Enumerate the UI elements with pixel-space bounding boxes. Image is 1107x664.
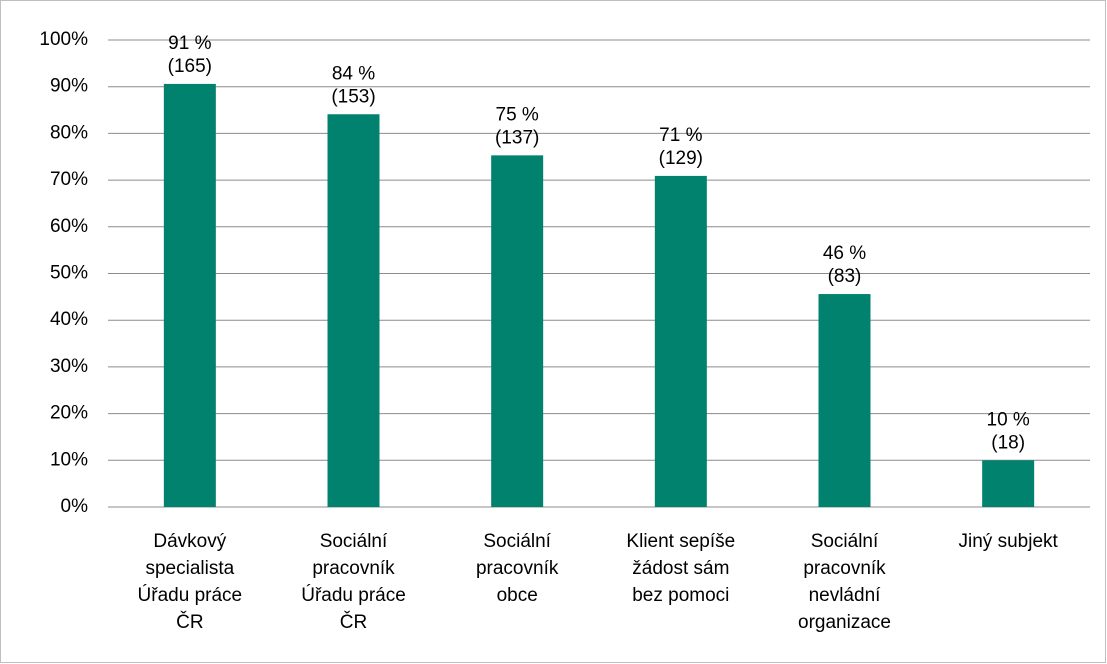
x-tick-label: Úřadu práce — [138, 584, 243, 606]
y-tick-label: 30% — [50, 356, 88, 377]
value-label: 10 % — [987, 409, 1030, 430]
y-tick-label: 10% — [50, 449, 88, 470]
x-tick-label: Sociální — [483, 531, 551, 552]
x-tick-label: obce — [497, 585, 538, 606]
x-tick-label: specialista — [145, 558, 234, 579]
bar — [818, 294, 871, 507]
value-label: 75 % — [496, 104, 539, 125]
count-label: (83) — [828, 266, 862, 287]
count-label: (18) — [991, 432, 1025, 453]
y-tick-label: 100% — [39, 29, 88, 50]
value-label: 71 % — [659, 125, 702, 146]
x-tick-label: pracovník — [312, 558, 395, 579]
x-tick-label: Sociální — [320, 531, 388, 552]
value-label: 46 % — [823, 243, 866, 264]
x-tick-label: nevládní — [809, 585, 882, 606]
x-tick-label: ČR — [176, 611, 203, 633]
count-label: (137) — [495, 127, 539, 148]
x-tick-label: organizace — [798, 612, 891, 633]
x-tick-label: Dávkový — [153, 531, 226, 552]
count-label: (129) — [659, 148, 703, 169]
bar — [327, 114, 380, 508]
bar — [654, 175, 707, 507]
x-tick-label: Úřadu práce — [301, 584, 406, 606]
bar — [163, 83, 216, 507]
x-tick-label: Jiný subjekt — [959, 531, 1059, 552]
y-tick-label: 40% — [50, 309, 88, 330]
y-tick-label: 20% — [50, 403, 88, 424]
x-tick-label: Sociální — [811, 531, 879, 552]
y-tick-label: 70% — [50, 169, 88, 190]
x-tick-label: pracovník — [803, 558, 886, 579]
bar — [491, 155, 544, 507]
x-tick-label: bez pomoci — [632, 585, 729, 606]
count-label: (153) — [331, 86, 375, 107]
y-tick-label: 80% — [50, 122, 88, 143]
x-tick-label: Klient sepíše — [626, 531, 735, 552]
y-tick-label: 0% — [61, 496, 89, 517]
x-tick-label: žádost sám — [632, 558, 729, 579]
y-tick-label: 60% — [50, 216, 88, 237]
y-tick-label: 90% — [50, 76, 88, 97]
x-tick-label: pracovník — [476, 558, 559, 579]
bar — [982, 460, 1035, 507]
x-tick-label: ČR — [340, 611, 367, 633]
value-label: 91 % — [168, 33, 211, 54]
value-label: 84 % — [332, 63, 375, 84]
y-tick-label: 50% — [50, 263, 88, 284]
count-label: (165) — [168, 56, 212, 77]
